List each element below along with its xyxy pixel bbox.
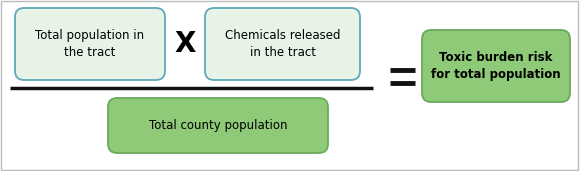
Text: Total county population: Total county population: [148, 119, 287, 132]
FancyBboxPatch shape: [108, 98, 328, 153]
FancyBboxPatch shape: [205, 8, 360, 80]
Text: Chemicals released
in the tract: Chemicals released in the tract: [225, 29, 340, 59]
FancyBboxPatch shape: [422, 30, 570, 102]
Text: Total population in
the tract: Total population in the tract: [35, 29, 144, 59]
Text: Toxic burden risk
for total population: Toxic burden risk for total population: [431, 51, 561, 81]
FancyBboxPatch shape: [15, 8, 165, 80]
Text: X: X: [175, 30, 195, 58]
